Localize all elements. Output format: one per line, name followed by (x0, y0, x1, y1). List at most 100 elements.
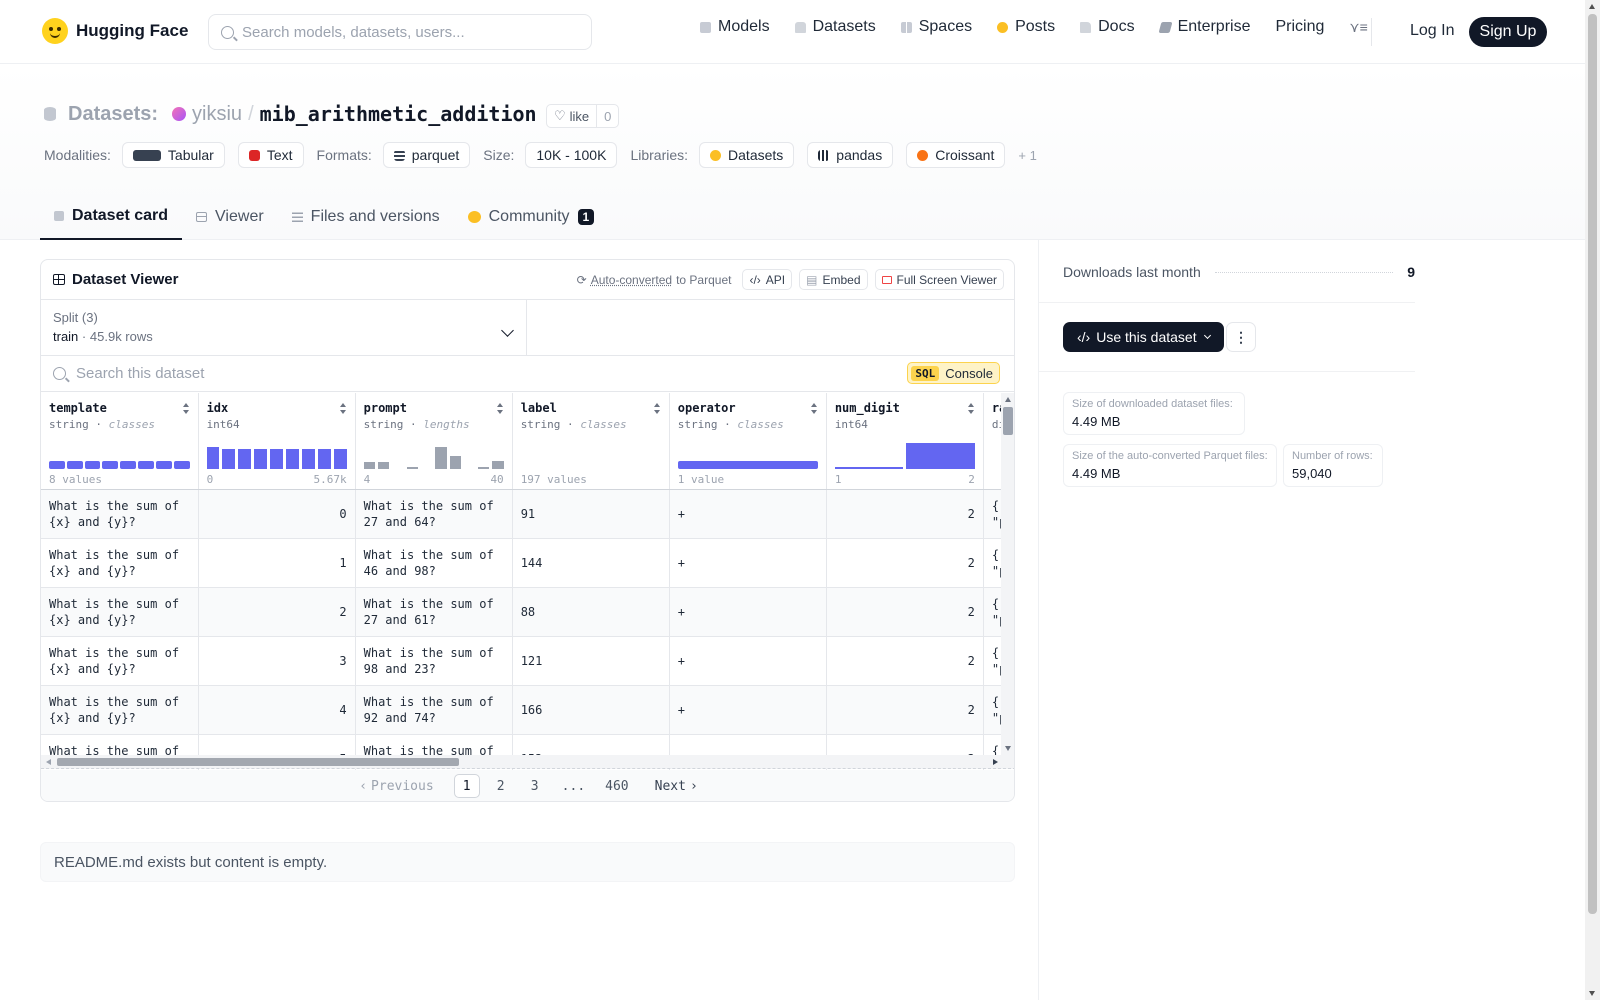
cell-random-counterfactual[interactable]: { "label": 12 "prompt": "Wh (983, 538, 1001, 588)
cell-num-digit[interactable]: 2 (826, 538, 984, 588)
nav-link-enterprise[interactable]: Enterprise (1158, 18, 1250, 36)
pagination-page-3[interactable]: 3 (530, 778, 539, 794)
cell-num-digit[interactable]: 2 (826, 685, 984, 735)
login-link[interactable]: Log In (1410, 22, 1455, 39)
like-button[interactable]: ♡ like 0 (546, 104, 620, 128)
cell-operator[interactable]: + (669, 685, 827, 735)
histogram-bar[interactable] (138, 461, 154, 469)
pagination-page-1[interactable]: 1 (453, 774, 480, 798)
cell-template[interactable]: What is the sum of {x} and {y}? (41, 489, 199, 539)
more-libraries[interactable]: + 1 (1018, 147, 1037, 163)
tag-croissant[interactable]: Croissant (906, 142, 1006, 168)
grid-vertical-scrollbar[interactable] (1001, 393, 1014, 755)
histogram-bar[interactable] (270, 449, 284, 469)
table-row[interactable]: What is the sum of {x} and {y}? 4 What i… (41, 685, 1001, 735)
cell-label[interactable]: 121 (512, 636, 670, 686)
cell-label[interactable]: 166 (512, 685, 670, 735)
cell-template[interactable]: What is the sum of {x} and {y}? (41, 685, 199, 735)
histogram-bar[interactable] (155, 461, 172, 469)
split-select[interactable]: Split (3) train · 45.9k rows (41, 300, 527, 355)
histogram-bar[interactable] (333, 449, 347, 469)
histogram-bar[interactable] (84, 461, 101, 469)
cell-prompt[interactable]: What is the sum of 98 and 23? (355, 636, 513, 686)
cell-random-counterfactual[interactable]: { "label": 49 "prompt": "Wh (983, 489, 1001, 539)
histogram-bar[interactable] (254, 449, 268, 469)
cell-operator[interactable]: + (669, 489, 827, 539)
cell-label[interactable]: 144 (512, 538, 670, 588)
cell-num-digit[interactable]: 2 (826, 489, 984, 539)
pagination-next[interactable]: Next › (654, 778, 698, 794)
histogram-bar[interactable] (449, 456, 461, 469)
histogram-bar[interactable] (435, 447, 447, 469)
cell-template[interactable]: What is the sum of {x} and {y}? (41, 587, 199, 637)
signup-button[interactable]: Sign Up (1469, 17, 1547, 47)
tag-pandas[interactable]: pandas (807, 142, 894, 168)
cell-idx[interactable]: 3 (198, 636, 356, 686)
histogram-bar[interactable] (317, 449, 331, 469)
cell-num-digit[interactable]: 2 (826, 587, 984, 637)
scroll-down-icon[interactable] (1589, 991, 1595, 996)
table-row[interactable]: What is the sum of {x} and {y}? 1 What i… (41, 538, 1001, 588)
histogram-bar[interactable] (834, 467, 904, 469)
nav-link-pricing[interactable]: Pricing (1275, 18, 1324, 36)
cell-label[interactable]: 88 (512, 587, 670, 637)
histogram-bar[interactable] (173, 461, 190, 469)
sort-icon[interactable] (339, 403, 347, 414)
global-search[interactable] (208, 14, 592, 50)
tag-size[interactable]: 10K - 100K (525, 142, 618, 168)
histogram-bar[interactable] (677, 461, 818, 469)
full-screen-button[interactable]: Full Screen Viewer (874, 269, 1004, 290)
table-row[interactable]: What is the sum of {x} and {y}? 3 What i… (41, 636, 1001, 686)
histogram-bar[interactable] (492, 461, 504, 469)
table-row[interactable]: What is the sum of {x} and {y}? 2 What i… (41, 587, 1001, 637)
owner-link[interactable]: yiksiu (192, 102, 243, 125)
histogram-bar[interactable] (120, 461, 137, 469)
grid-horizontal-scrollbar[interactable] (41, 755, 1014, 769)
scrollbar-thumb[interactable] (1003, 407, 1013, 435)
histogram-bar[interactable] (222, 449, 236, 469)
scrollbar-thumb[interactable] (1588, 14, 1597, 914)
nav-link-spaces[interactable]: Spaces (900, 18, 972, 36)
page-scrollbar[interactable] (1585, 0, 1600, 1000)
embed-button[interactable]: ▤ Embed (799, 269, 868, 290)
scroll-up-icon[interactable] (1589, 4, 1595, 9)
cell-operator[interactable]: + (669, 587, 827, 637)
brand-logo[interactable]: Hugging Face (42, 18, 188, 44)
histogram-bar[interactable] (66, 461, 83, 469)
histogram-bar[interactable] (406, 467, 418, 469)
column-header-prompt[interactable]: prompt string · lengths 4 40 (355, 393, 513, 490)
histogram-bar[interactable] (363, 462, 375, 469)
cell-idx[interactable]: 2 (198, 587, 356, 637)
more-options-button[interactable]: ⋮ (1226, 322, 1256, 352)
tag-datasets-lib[interactable]: Datasets (699, 142, 795, 168)
nav-more-menu[interactable]: ⋎≡ (1349, 19, 1367, 36)
cell-prompt[interactable]: What is the sum of 46 and 98? (355, 538, 513, 588)
cell-template[interactable]: What is the sum of {x} and {y}? (41, 636, 199, 686)
sort-icon[interactable] (967, 403, 975, 414)
cell-prompt[interactable]: What is the sum of 92 and 74? (355, 685, 513, 735)
cell-operator[interactable]: + (669, 538, 827, 588)
column-header-operator[interactable]: operator string · classes 1 value (669, 393, 827, 490)
sort-icon[interactable] (810, 403, 818, 414)
cell-idx[interactable]: 1 (198, 538, 356, 588)
scroll-right-icon[interactable] (993, 759, 998, 765)
column-header-random-counterfactual[interactable]: random_counte dict (983, 393, 1001, 490)
tab-dataset-card[interactable]: Dataset card (40, 194, 183, 240)
nav-link-models[interactable]: Models (700, 18, 770, 36)
sort-icon[interactable] (496, 403, 504, 414)
tab-files-and-versions[interactable]: Files and versions (278, 194, 454, 240)
global-search-input[interactable] (242, 23, 572, 41)
scroll-up-icon[interactable] (1005, 397, 1011, 402)
column-header-template[interactable]: template string · classes 8 values (41, 393, 199, 490)
scroll-left-icon[interactable] (46, 759, 51, 765)
tag-text[interactable]: Text (237, 142, 304, 168)
cell-idx[interactable]: 4 (198, 685, 356, 735)
sql-console-button[interactable]: SQL Console (907, 362, 1000, 384)
cell-prompt[interactable]: What is the sum of 27 and 64? (355, 489, 513, 539)
owner-avatar[interactable] (172, 107, 187, 121)
auto-converted-link[interactable]: Auto-converted (590, 272, 673, 287)
dataset-search[interactable]: SQL Console (41, 356, 1014, 392)
cell-random-counterfactual[interactable]: { "label": 13 "prompt": "Wh (983, 685, 1001, 735)
tab-community[interactable]: Community 1 (454, 194, 609, 240)
